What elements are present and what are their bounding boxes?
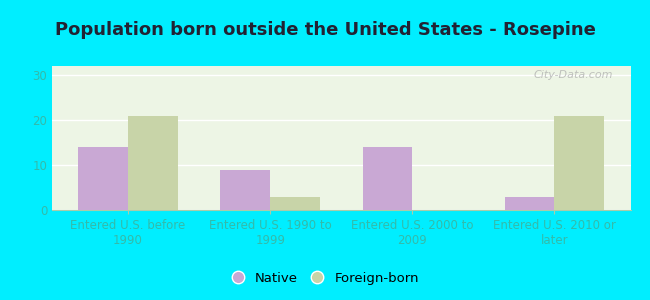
Bar (554, 116, 604, 210)
Bar (363, 147, 412, 210)
Bar (270, 196, 320, 210)
Bar (78, 147, 128, 210)
Bar (504, 196, 554, 210)
Text: City-Data.com: City-Data.com (534, 70, 613, 80)
Legend: Native, Foreign-born: Native, Foreign-born (226, 266, 424, 290)
Bar (128, 116, 178, 210)
Text: Population born outside the United States - Rosepine: Population born outside the United State… (55, 21, 595, 39)
Bar (220, 169, 270, 210)
